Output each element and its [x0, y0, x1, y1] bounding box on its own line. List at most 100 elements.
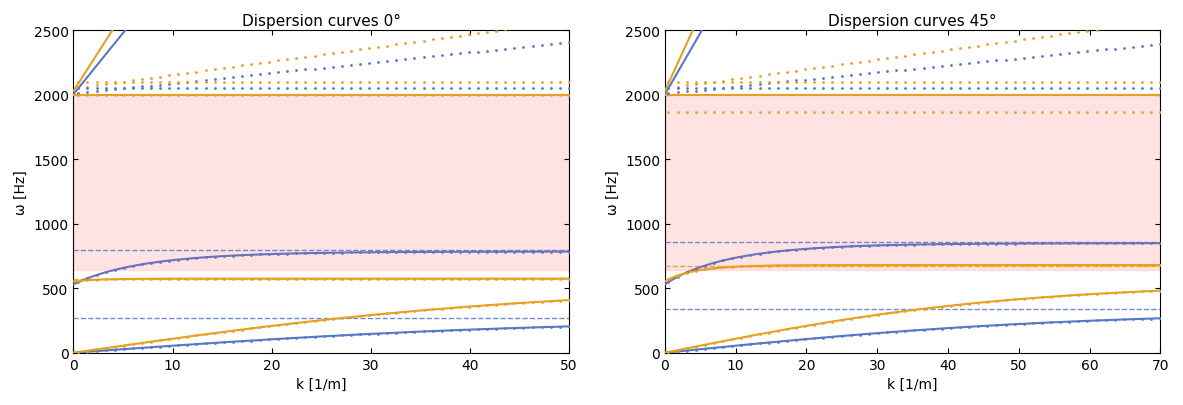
Point [705, 86, 724, 93]
Point [377, 59, 396, 65]
Point [878, 242, 897, 249]
Point [823, 244, 842, 251]
Point [96, 82, 115, 88]
Point [459, 276, 478, 282]
Point [342, 48, 361, 55]
Point [478, 48, 497, 55]
Point [251, 252, 270, 258]
Point [705, 340, 724, 346]
Point [1124, 241, 1143, 247]
Point [914, 65, 933, 72]
Point [414, 79, 433, 86]
Point [777, 262, 796, 269]
Point [1087, 318, 1106, 324]
Point [732, 83, 751, 90]
Point [550, 276, 569, 282]
Point [959, 45, 978, 51]
Point [459, 326, 478, 333]
Point [969, 60, 988, 66]
Point [486, 85, 505, 92]
Point [360, 331, 379, 337]
Point [96, 85, 115, 92]
Point [160, 73, 179, 79]
Point [432, 92, 451, 99]
Point [142, 75, 161, 82]
Point [1124, 22, 1143, 29]
Point [486, 276, 505, 282]
Point [905, 79, 924, 86]
Point [123, 341, 142, 347]
Point [1132, 241, 1151, 247]
Point [696, 81, 715, 87]
Point [841, 109, 860, 115]
Point [342, 79, 361, 86]
Point [677, 109, 696, 115]
Point [513, 92, 532, 99]
Point [978, 85, 997, 92]
Point [696, 266, 715, 273]
Point [287, 92, 306, 99]
Point [923, 64, 942, 71]
Point [441, 79, 460, 86]
Point [123, 78, 142, 84]
Point [978, 241, 997, 247]
Point [496, 79, 515, 86]
Point [969, 262, 988, 269]
Point [777, 85, 796, 92]
Point [741, 333, 759, 339]
Point [542, 79, 561, 86]
Point [496, 301, 515, 307]
Point [905, 327, 924, 334]
Point [713, 109, 732, 115]
Point [232, 276, 251, 282]
Point [478, 249, 497, 255]
Point [1097, 26, 1116, 32]
Point [513, 25, 532, 31]
Point [259, 60, 278, 66]
Point [1087, 291, 1106, 297]
Point [950, 62, 969, 68]
Point [832, 262, 851, 269]
Point [823, 334, 842, 340]
Point [732, 335, 751, 341]
Point [287, 68, 306, 75]
Point [396, 309, 415, 315]
Point [441, 52, 460, 58]
X-axis label: k [1/m]: k [1/m] [887, 377, 938, 391]
Point [905, 307, 924, 313]
Point [1014, 37, 1033, 44]
Point [796, 262, 815, 269]
Point [377, 79, 396, 86]
Point [441, 276, 460, 282]
Point [169, 72, 188, 78]
Point [1114, 316, 1133, 323]
Point [296, 250, 315, 257]
Point [342, 85, 361, 92]
Point [659, 109, 678, 115]
Point [777, 69, 796, 76]
Point [115, 342, 134, 349]
Point [496, 249, 515, 255]
Point [115, 346, 134, 352]
Point [196, 68, 215, 75]
Point [959, 241, 978, 247]
Point [1060, 85, 1079, 92]
Point [369, 249, 388, 256]
Point [269, 58, 287, 64]
Point [323, 250, 342, 256]
Point [405, 276, 424, 282]
Point [950, 46, 969, 52]
Point [232, 326, 251, 333]
Point [868, 109, 887, 115]
Point [486, 47, 505, 54]
Point [396, 85, 415, 92]
Point [1069, 85, 1088, 92]
Point [741, 75, 759, 81]
Point [69, 278, 88, 284]
Point [1105, 46, 1124, 53]
Point [232, 63, 251, 70]
Point [987, 58, 1006, 64]
Point [996, 109, 1015, 115]
Point [996, 297, 1015, 304]
Point [523, 85, 542, 92]
